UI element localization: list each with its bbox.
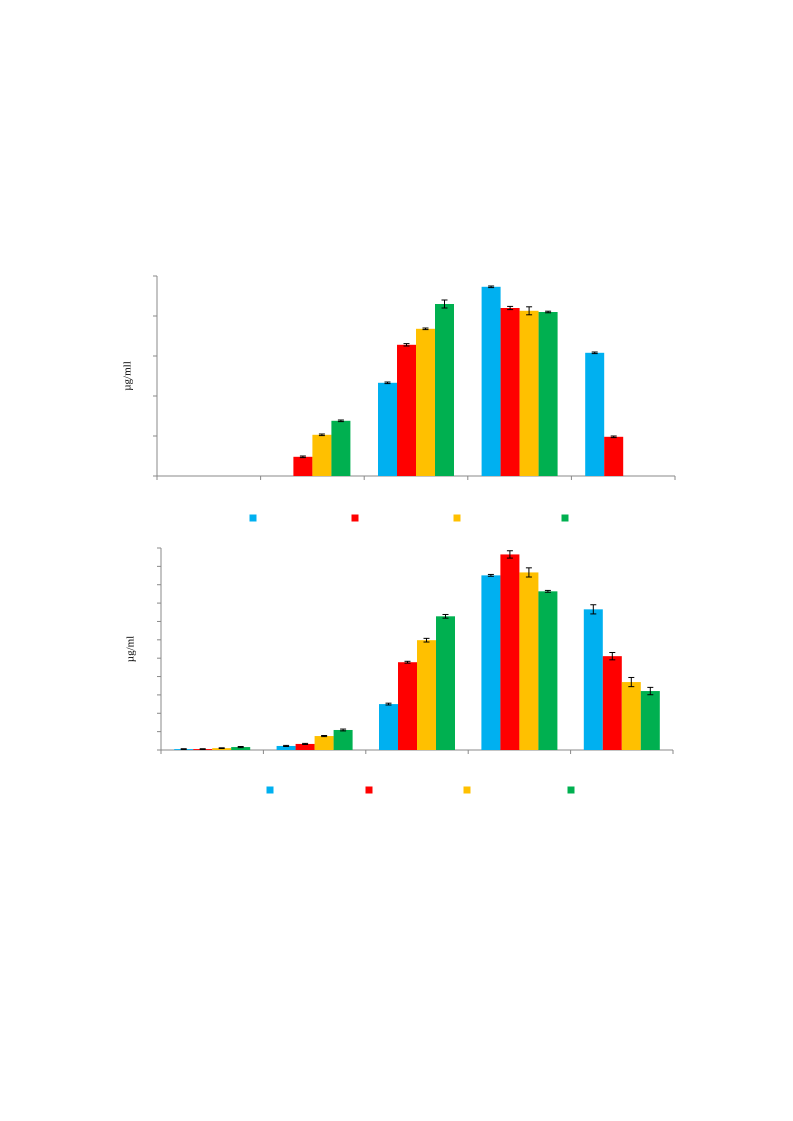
error-bar — [609, 651, 616, 661]
error-bar — [218, 747, 225, 750]
bar — [397, 344, 416, 476]
error-bar — [610, 435, 617, 439]
bar — [436, 616, 455, 750]
error-bar — [404, 660, 411, 664]
legend-swatch — [365, 786, 373, 794]
bar — [640, 691, 660, 750]
error-bar — [340, 728, 347, 732]
error-bar — [506, 550, 513, 559]
legend-swatch — [463, 786, 471, 794]
error-bar — [544, 589, 551, 593]
bar — [481, 286, 501, 476]
bar — [585, 352, 605, 476]
bar — [621, 682, 641, 750]
error-bar — [384, 381, 391, 385]
bar — [519, 310, 539, 476]
error-bar — [337, 419, 344, 423]
bar — [398, 662, 417, 750]
bar — [212, 748, 232, 750]
error-bar — [487, 573, 494, 577]
error-bar — [283, 744, 290, 748]
bar — [314, 736, 334, 750]
error-bar — [590, 604, 597, 615]
legend-swatch — [561, 514, 569, 522]
error-bar — [199, 748, 206, 750]
error-bar — [237, 746, 244, 749]
bar — [481, 575, 501, 750]
bar — [333, 729, 353, 750]
error-bar — [299, 455, 306, 459]
error-bar — [526, 306, 533, 316]
bar — [435, 304, 454, 476]
error-bar — [422, 327, 429, 331]
bar — [378, 382, 397, 476]
bar — [500, 554, 520, 750]
bar — [417, 640, 436, 750]
error-bar — [321, 734, 328, 738]
bar — [276, 745, 296, 750]
error-bar — [507, 305, 514, 311]
error-bar — [423, 637, 430, 643]
legend-swatch — [567, 786, 575, 794]
bar — [538, 591, 558, 750]
error-bar — [647, 686, 654, 696]
legend-swatch — [453, 514, 461, 522]
error-bar — [442, 613, 449, 619]
error-bar — [628, 676, 635, 688]
error-bar — [385, 702, 392, 706]
y-axis-label: µg/ml — [125, 636, 137, 663]
error-bar — [591, 351, 598, 355]
bar — [602, 656, 622, 750]
legend-swatch — [351, 514, 359, 522]
error-bar — [545, 310, 552, 314]
bar — [416, 328, 435, 476]
legend-swatch — [266, 786, 274, 794]
y-axis-label: µg/mll — [122, 361, 134, 391]
bar — [231, 747, 251, 750]
error-bar — [488, 285, 495, 289]
bar — [583, 609, 603, 750]
bar — [500, 308, 520, 476]
bar — [295, 743, 315, 750]
error-bar — [525, 567, 532, 578]
error-bar — [180, 748, 187, 750]
bar — [331, 420, 351, 476]
error-bar — [302, 742, 309, 745]
error-bar — [441, 299, 448, 309]
error-bar — [403, 343, 410, 347]
error-bar — [318, 433, 325, 437]
bar — [519, 572, 539, 750]
legend-swatch — [249, 514, 257, 522]
bar — [379, 704, 398, 750]
bar — [538, 312, 558, 476]
bar — [293, 456, 313, 476]
bar — [312, 434, 332, 476]
bar — [604, 436, 624, 476]
